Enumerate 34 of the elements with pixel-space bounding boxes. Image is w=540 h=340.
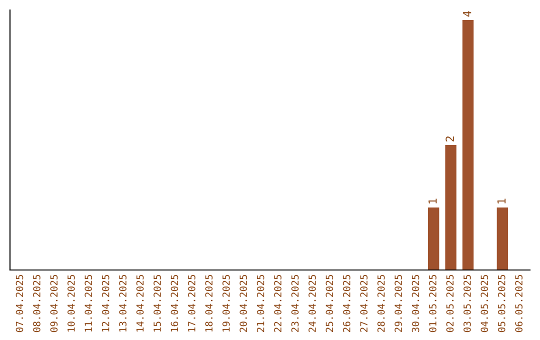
x-tick-label: 26.04.2025 <box>342 274 350 332</box>
x-tick-label: 28.04.2025 <box>377 274 385 332</box>
data-label: 4 <box>463 11 472 17</box>
x-tick-label: 16.04.2025 <box>170 274 178 332</box>
x-tick-label: 23.04.2025 <box>291 274 299 332</box>
x-tick-label: 14.04.2025 <box>136 274 144 332</box>
x-tick-label: 11.04.2025 <box>84 274 92 332</box>
data-label: 1 <box>428 198 437 204</box>
x-tick-label: 02.05.2025 <box>446 274 454 332</box>
x-tick-label: 09.04.2025 <box>50 274 58 332</box>
x-tick-label: 06.05.2025 <box>515 274 523 332</box>
x-tick-label: 04.05.2025 <box>480 274 488 332</box>
x-tick-label: 05.05.2025 <box>498 274 506 332</box>
x-tick-label: 07.04.2025 <box>16 274 24 332</box>
x-tick-label: 13.04.2025 <box>119 274 126 332</box>
x-tick-label: 08.04.2025 <box>33 274 40 332</box>
x-tick-label: 12.04.2025 <box>102 274 110 332</box>
x-tick-label: 30.04.2025 <box>412 274 420 332</box>
x-tick-label: 21.04.2025 <box>256 274 264 332</box>
x-tick-label: 01.05.2025 <box>429 274 436 332</box>
x-tick-label: 03.05.2025 <box>464 274 471 332</box>
x-tick-label: 27.04.2025 <box>360 274 368 332</box>
x-tick-label: 20.04.2025 <box>240 274 248 332</box>
x-tick-label: 29.04.2025 <box>394 274 402 332</box>
x-tick-label: 25.04.2025 <box>326 274 334 332</box>
x-tick-label: 17.04.2025 <box>188 274 196 332</box>
x-tick-label: 24.04.2025 <box>308 274 316 332</box>
x-tick-label: 19.04.2025 <box>222 274 230 332</box>
x-tick-label: 18.04.2025 <box>205 274 213 332</box>
data-label: 2 <box>446 136 454 142</box>
data-label: 1 <box>497 198 506 204</box>
x-tick-label: 22.04.2025 <box>274 274 282 332</box>
x-tick-label: 15.04.2025 <box>154 274 161 332</box>
x-tick-label: 10.04.2025 <box>67 274 75 332</box>
